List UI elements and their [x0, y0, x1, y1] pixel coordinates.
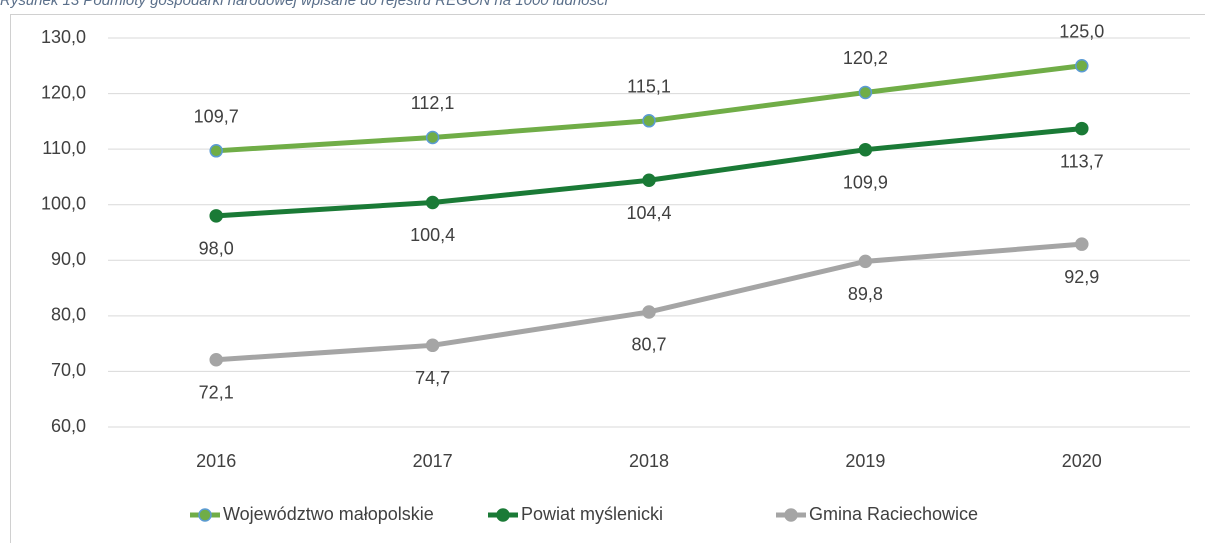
x-tick-label: 2020 [1062, 451, 1102, 471]
point [643, 306, 655, 318]
data-label: 112,1 [411, 93, 455, 113]
point [210, 210, 222, 222]
x-tick-label: 2017 [413, 451, 453, 471]
x-tick-label: 2018 [629, 451, 669, 471]
point [427, 339, 439, 351]
y-tick-label: 90,0 [51, 249, 86, 269]
y-tick-label: 110,0 [42, 138, 86, 158]
data-label: 100,4 [410, 225, 455, 245]
data-label: 104,4 [626, 203, 671, 223]
point [210, 145, 222, 157]
legend-marker [497, 509, 509, 521]
data-label: 92,9 [1064, 267, 1099, 287]
data-label: 125,0 [1059, 22, 1104, 42]
point [1076, 60, 1088, 72]
point [643, 115, 655, 127]
y-tick-label: 100,0 [41, 193, 86, 213]
data-label: 115,1 [627, 77, 671, 97]
x-tick-label: 2016 [196, 451, 236, 471]
point [427, 196, 439, 208]
data-label: 120,2 [843, 48, 888, 68]
point [643, 174, 655, 186]
point [1076, 123, 1088, 135]
chart-title: Rysunek 13 Podmioty gospodarki narodowej… [0, 0, 609, 9]
legend-label: Powiat myślenicki [521, 504, 663, 524]
data-label: 89,8 [848, 284, 883, 304]
data-label: 113,7 [1060, 151, 1104, 171]
data-label: 98,0 [199, 239, 234, 259]
data-label: 109,9 [843, 172, 888, 192]
data-label: 72,1 [199, 383, 234, 403]
legend-label: Województwo małopolskie [223, 504, 434, 524]
data-label: 80,7 [631, 335, 666, 355]
x-tick-label: 2019 [845, 451, 885, 471]
legend-label: Gmina Raciechowice [809, 504, 978, 524]
y-tick-label: 130,0 [41, 27, 86, 47]
y-tick-label: 60,0 [51, 416, 86, 436]
y-tick-label: 70,0 [51, 360, 86, 380]
point [1076, 238, 1088, 250]
data-label: 109,7 [194, 107, 239, 127]
point [210, 354, 222, 366]
point [859, 144, 871, 156]
data-label: 74,7 [415, 368, 450, 388]
legend-marker [199, 509, 211, 521]
point [859, 255, 871, 267]
y-tick-label: 80,0 [51, 305, 86, 325]
legend-marker [785, 509, 797, 521]
point [859, 86, 871, 98]
y-tick-label: 120,0 [41, 82, 86, 102]
point [427, 131, 439, 143]
